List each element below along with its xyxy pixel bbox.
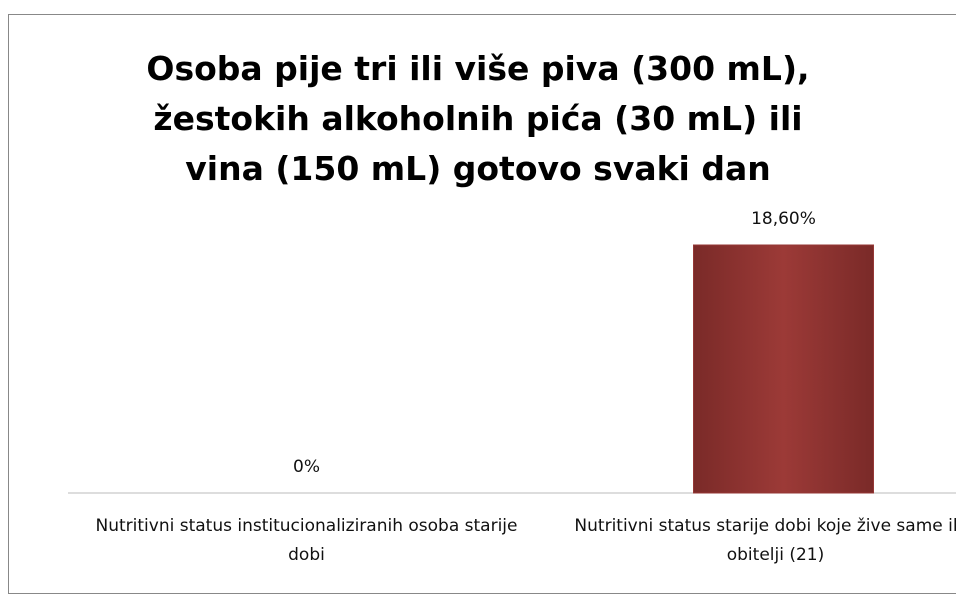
bar — [694, 245, 874, 493]
page: {"chart_data": {"type": "bar", "title": … — [0, 0, 956, 582]
x-tick-label: Nutritivni status starije dobi koje žive… — [561, 512, 956, 570]
x-tick-label: Nutritivni status institucionaliziranih … — [92, 512, 522, 570]
data-label: 0% — [293, 457, 320, 477]
chart: 0% 18,60% — [0, 0, 956, 582]
data-label: 18,60% — [751, 209, 816, 229]
